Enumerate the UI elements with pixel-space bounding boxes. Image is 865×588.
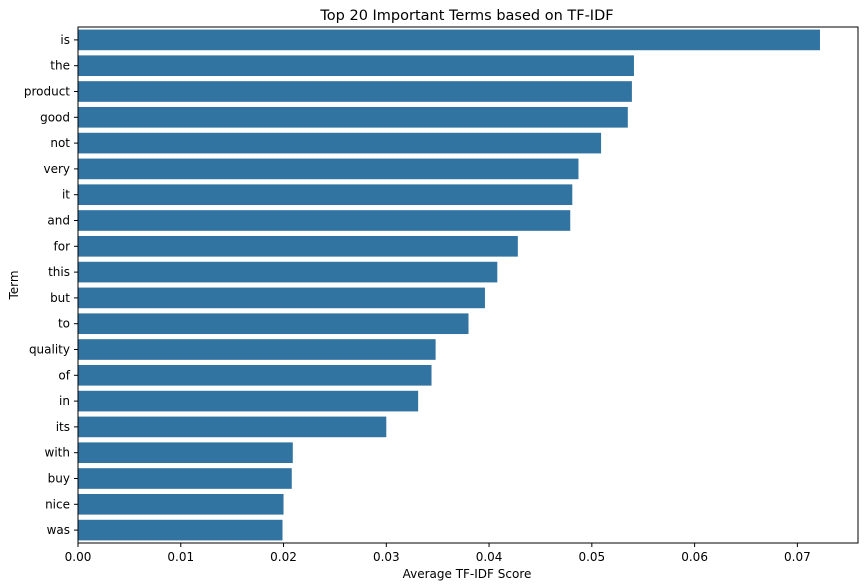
y-tick-label: it: [62, 188, 70, 202]
plot-frame: [77, 26, 859, 544]
x-axis-label: Average TF-IDF Score: [403, 567, 532, 581]
y-tick-label: is: [60, 33, 70, 47]
bar-it: [78, 184, 573, 206]
bar-good: [78, 106, 628, 128]
bar-the: [78, 55, 634, 77]
x-tick-label: 0.04: [476, 550, 503, 564]
y-tick-label: but: [50, 291, 70, 305]
bar-nice: [78, 493, 284, 515]
bar-not: [78, 132, 602, 154]
bar-but: [78, 287, 485, 309]
bar-quality: [78, 339, 436, 360]
y-tick-label: with: [45, 446, 70, 460]
x-tick-label: 0.03: [373, 550, 400, 564]
chart-title: Top 20 Important Terms based on TF-IDF: [319, 8, 613, 24]
bar-with: [78, 442, 293, 464]
bar-buy: [78, 468, 292, 489]
bar-its: [78, 416, 387, 438]
y-tick-label: this: [48, 265, 70, 279]
x-ticks-layer: 0.00 0.01 0.02 0.03 0.04 0.05 0.06 0.07: [65, 543, 811, 564]
bar-in: [78, 390, 419, 412]
y-tick-label: in: [59, 394, 70, 408]
y-tick-label: nice: [45, 497, 70, 511]
y-axis-label: Term: [7, 270, 21, 300]
bar-very: [78, 158, 579, 180]
y-tick-label: of: [58, 368, 70, 382]
bars-layer: [78, 29, 820, 541]
y-tick-label: buy: [48, 472, 70, 486]
y-tick-label: was: [47, 523, 70, 537]
bar-product: [78, 81, 632, 102]
bar-this: [78, 261, 498, 283]
x-tick-label: 0.05: [578, 550, 605, 564]
y-tick-label: the: [50, 59, 70, 73]
x-tick-label: 0.06: [681, 550, 708, 564]
y-tick-label: its: [56, 420, 70, 434]
bar-and: [78, 210, 571, 231]
y-tick-label: very: [43, 162, 70, 176]
x-tick-label: 0.02: [270, 550, 297, 564]
y-tick-label: quality: [29, 343, 70, 357]
y-tick-label: product: [24, 85, 70, 99]
y-tick-label: not: [50, 136, 70, 150]
y-tick-label: to: [58, 317, 70, 331]
x-tick-label: 0.01: [167, 550, 194, 564]
bar-is: [78, 29, 820, 51]
bar-for: [78, 235, 518, 257]
y-tick-label: for: [54, 239, 71, 253]
y-tick-label: and: [47, 214, 70, 228]
x-tick-label: 0.00: [65, 550, 92, 564]
bar-was: [78, 519, 283, 541]
y-ticks-layer: is the product good not very it and for this but to…: [24, 33, 78, 537]
x-tick-label: 0.07: [784, 550, 811, 564]
bar-to: [78, 313, 469, 335]
y-tick-label: good: [40, 110, 70, 124]
bar-of: [78, 364, 432, 386]
